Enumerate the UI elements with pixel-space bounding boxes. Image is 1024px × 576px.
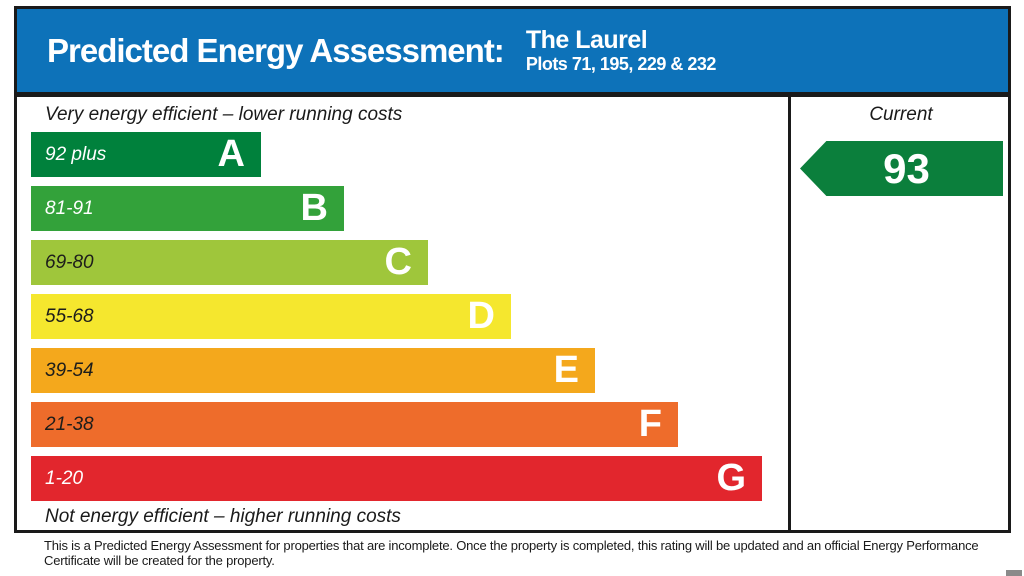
band-c-letter: C	[384, 241, 412, 283]
column-divider	[788, 97, 791, 530]
band-e: 39-54 E	[31, 348, 595, 393]
band-b-letter: B	[300, 187, 328, 229]
current-rating-arrow: 93	[800, 141, 1003, 196]
band-g-range: 1-20	[45, 467, 84, 489]
epc-chart: Very energy efficient – lower running co…	[14, 94, 1011, 533]
band-e-range: 39-54	[45, 359, 94, 381]
property-info: The Laurel Plots 71, 195, 229 & 232	[525, 25, 717, 75]
band-b: 81-91 B	[31, 186, 344, 231]
band-f-range: 21-38	[45, 413, 94, 435]
top-caption: Very energy efficient – lower running co…	[45, 104, 403, 125]
band-f-letter: F	[638, 403, 662, 445]
bottom-caption: Not energy efficient – higher running co…	[45, 506, 401, 527]
cropped-corner-element	[1006, 570, 1022, 576]
property-name: The Laurel	[525, 25, 648, 54]
band-g-letter: G	[716, 457, 746, 499]
band-c: 69-80 C	[31, 240, 428, 285]
band-d-letter: D	[467, 295, 495, 337]
current-column-header: Current	[869, 104, 933, 125]
band-c-range: 69-80	[45, 251, 94, 273]
band-g: 1-20 G	[31, 456, 762, 501]
band-b-range: 81-91	[45, 197, 94, 219]
band-e-letter: E	[553, 349, 579, 391]
band-a: 92 plus A	[31, 132, 261, 177]
plots-label: Plots 71, 195, 229 & 232	[525, 53, 717, 74]
band-d-range: 55-68	[45, 305, 94, 327]
page-title: Predicted Energy Assessment:	[47, 31, 505, 69]
band-d: 55-68 D	[31, 294, 511, 339]
header-banner: Predicted Energy Assessment: The Laurel …	[14, 6, 1011, 95]
band-a-letter: A	[217, 133, 245, 175]
footer-disclaimer: This is a Predicted Energy Assessment fo…	[44, 538, 979, 568]
band-a-range: 92 plus	[45, 143, 107, 165]
band-f: 21-38 F	[31, 402, 678, 447]
current-rating-value: 93	[883, 144, 930, 192]
